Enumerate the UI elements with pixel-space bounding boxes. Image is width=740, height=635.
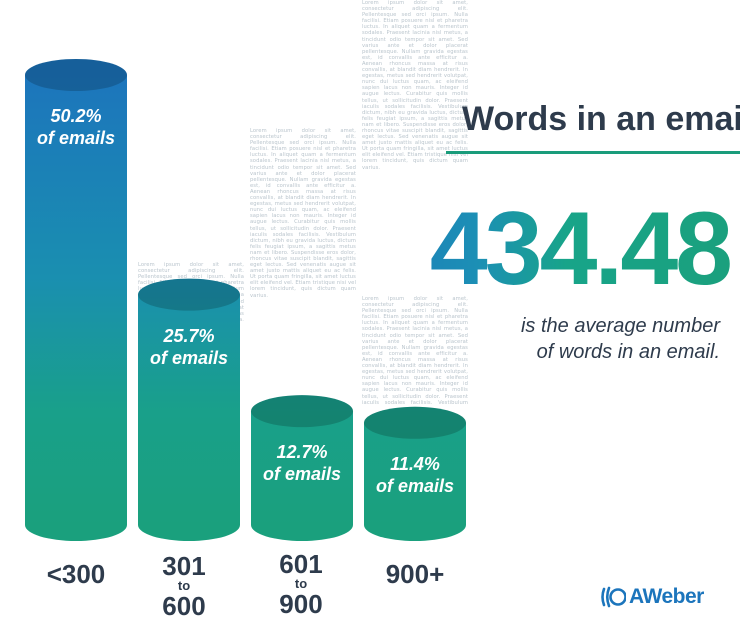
bar-3-top <box>251 395 353 428</box>
filler-text-top: Lorem ipsum dolor sit amet, consectetur … <box>362 0 468 171</box>
data-label-2: 25.7% of emails <box>138 325 240 369</box>
aweber-logo: AWeber <box>600 585 704 609</box>
category-301-top: 301 <box>162 551 206 581</box>
bar-4-top-shade <box>364 406 466 439</box>
category-label-301-600: 301 to 600 <box>133 553 235 619</box>
headline-value: 434.48 <box>322 190 733 309</box>
data-label-3: 12.7% of emails <box>251 441 353 485</box>
bar-3 <box>251 411 353 541</box>
bar-4 <box>364 422 466 541</box>
category-301-to: to <box>177 578 191 593</box>
subtitle-line-1: is the average number <box>520 315 720 337</box>
data-label-3-value: 12.7% <box>276 442 328 463</box>
category-601-to: to <box>294 576 308 591</box>
bar-2-top-shade <box>138 278 240 311</box>
data-label-4: 11.4% of emails <box>364 453 466 497</box>
chart-title: Words in an email <box>462 100 740 138</box>
data-label-1-unit: of emails <box>36 128 116 148</box>
bar-3-top-shade <box>251 395 353 428</box>
data-label-2-value: 25.7% <box>163 325 215 346</box>
bar-1-top <box>25 59 127 91</box>
headline-subtitle: is the average number of words in an ema… <box>470 313 720 365</box>
data-label-1-value: 50.2% <box>50 106 102 126</box>
filler-text-right: Lorem ipsum dolor sit amet, consectetur … <box>362 296 468 406</box>
category-label-601-900: 601 to 900 <box>250 551 352 617</box>
data-label-3-unit: of emails <box>262 464 342 485</box>
data-label-4-value: 11.4% <box>390 453 440 474</box>
category-label-900plus: 900+ <box>385 559 445 589</box>
title-underline <box>446 151 740 154</box>
bar-1-top-shade <box>25 59 127 91</box>
data-label-2-unit: of emails <box>149 347 229 368</box>
aweber-logo-icon <box>601 586 626 608</box>
bar-4-top <box>364 406 466 439</box>
category-601-top: 601 <box>279 549 323 579</box>
subtitle-line-2: of words in an email. <box>536 341 720 363</box>
bar-2-top <box>138 278 240 311</box>
filler-text-middle: Lorem ipsum dolor sit amet, consectetur … <box>250 128 356 299</box>
category-601-bottom: 900 <box>279 589 323 619</box>
category-301-bottom: 600 <box>162 591 206 621</box>
logo-text: AWeber <box>629 585 704 608</box>
category-label-lt300: <300 <box>46 559 106 589</box>
data-label-1: 50.2% of emails <box>25 105 127 149</box>
bar-1 <box>25 75 127 541</box>
data-label-4-unit: of emails <box>375 475 455 496</box>
bar-2 <box>138 294 240 541</box>
